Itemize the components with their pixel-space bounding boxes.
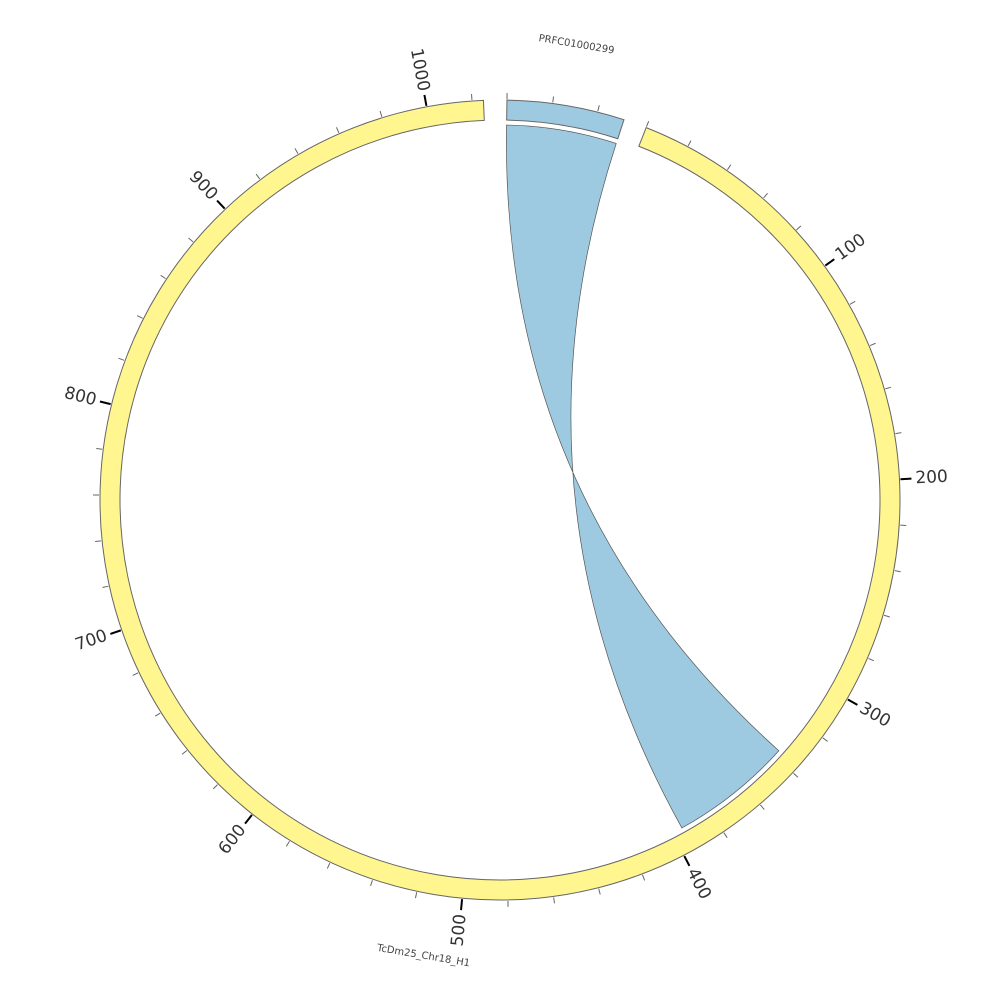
tick-label: 200 — [915, 467, 948, 489]
minor-tick — [132, 672, 139, 676]
minor-tick — [181, 750, 188, 755]
minor-tick — [102, 585, 109, 588]
minor-tick — [646, 120, 650, 127]
tick-label: 900 — [185, 167, 222, 204]
minor-tick — [793, 772, 799, 778]
minor-tick — [552, 96, 555, 103]
major-tick — [244, 814, 253, 825]
segment — [99, 99, 901, 901]
major-tick — [824, 258, 835, 267]
minor-tick — [726, 164, 732, 170]
minor-tick — [869, 342, 876, 347]
major-tick — [460, 899, 464, 911]
major-tick — [847, 698, 858, 706]
minor-tick — [212, 784, 218, 790]
minor-tick — [188, 237, 194, 243]
minor-tick — [136, 315, 143, 319]
minor-tick — [154, 712, 161, 717]
minor-tick — [95, 540, 102, 542]
minor-tick — [285, 841, 290, 847]
tick-label: 1000 — [406, 47, 434, 93]
minor-tick — [868, 657, 875, 662]
major-tick — [216, 199, 226, 210]
tick-label: 300 — [856, 698, 894, 731]
minor-tick — [895, 432, 902, 435]
minor-tick — [849, 300, 856, 305]
tick-label: 600 — [215, 821, 251, 859]
major-tick — [683, 855, 691, 867]
minor-tick — [414, 892, 418, 899]
link — [506, 124, 780, 829]
minor-tick — [370, 880, 373, 887]
minor-tick — [822, 737, 828, 742]
major-tick — [110, 629, 122, 635]
minor-tick — [553, 897, 555, 904]
tick-label: 800 — [62, 383, 98, 410]
minor-tick — [160, 274, 166, 280]
minor-tick — [118, 357, 125, 361]
tick-label: 100 — [832, 230, 870, 265]
segment — [506, 99, 625, 140]
minor-tick — [96, 448, 103, 450]
tick-label: 400 — [682, 865, 715, 903]
major-tick — [99, 400, 111, 406]
minor-tick — [883, 614, 890, 618]
segment-label: PRFC01000299 — [538, 33, 615, 57]
minor-tick — [760, 804, 765, 810]
minor-tick — [687, 140, 692, 147]
minor-tick — [294, 148, 299, 154]
minor-tick — [723, 832, 728, 838]
minor-tick — [796, 225, 802, 231]
minor-tick — [597, 105, 600, 112]
minor-tick — [336, 127, 340, 133]
minor-tick — [885, 386, 892, 390]
minor-tick — [763, 193, 768, 199]
minor-tick — [379, 110, 383, 117]
tick-label: 500 — [448, 913, 471, 947]
minor-tick — [255, 173, 261, 180]
minor-tick — [642, 874, 646, 881]
major-tick — [900, 477, 912, 481]
minor-tick — [894, 570, 901, 573]
minor-tick — [598, 888, 601, 895]
tick-label: 700 — [73, 626, 110, 655]
minor-tick — [326, 862, 331, 869]
major-tick — [423, 94, 428, 106]
